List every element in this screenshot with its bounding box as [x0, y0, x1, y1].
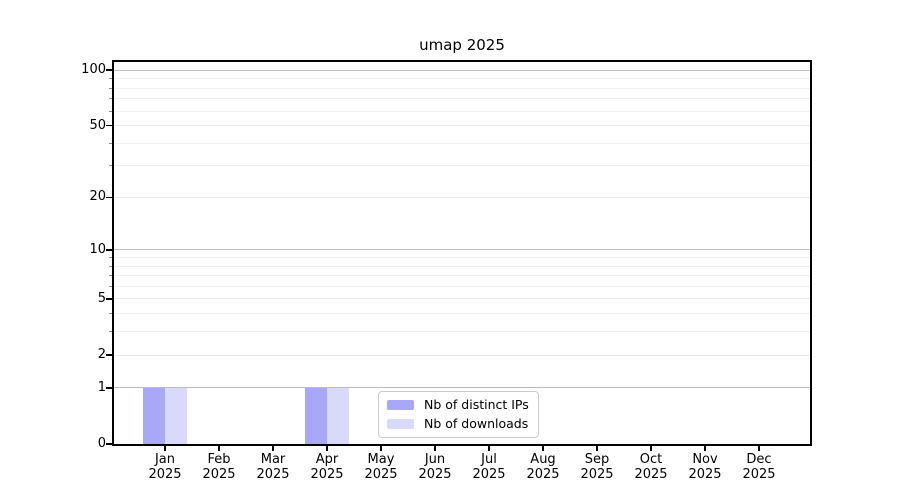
x-tick: [704, 446, 706, 451]
gridline-minor: [114, 256, 810, 258]
y-tick: [106, 124, 112, 127]
x-tick-label: Jul 2025: [472, 452, 506, 482]
y-minor-tick: [108, 256, 112, 258]
x-tick-label: Jan 2025: [148, 452, 182, 482]
y-tick: [106, 354, 112, 356]
plot-area: Nb of distinct IPs Nb of downloads: [112, 60, 812, 446]
y-tick: [106, 196, 112, 199]
y-minor-tick: [108, 98, 112, 100]
y-tick-label: 50: [89, 117, 106, 133]
y-tick-label: 5: [97, 290, 106, 306]
y-minor-tick: [108, 165, 112, 167]
bar-downloads: [327, 387, 349, 444]
y-minor-tick: [108, 285, 112, 287]
legend-label-distinct-ips: Nb of distinct IPs: [424, 397, 529, 412]
gridline-minor: [114, 78, 810, 80]
y-minor-tick: [108, 110, 112, 112]
gridline-minor: [114, 87, 810, 89]
legend-label-downloads: Nb of downloads: [424, 416, 529, 431]
gridline-minor: [114, 165, 810, 167]
gridline-major: [114, 354, 810, 356]
x-tick: [758, 446, 760, 451]
y-tick: [106, 69, 112, 71]
x-tick: [164, 446, 166, 451]
gridline-decade: [114, 387, 810, 389]
y-tick-label: 0: [97, 436, 106, 451]
y-minor-tick: [108, 331, 112, 333]
x-tick-label: Oct 2025: [634, 452, 668, 482]
gridline-minor: [114, 331, 810, 333]
y-tick: [106, 298, 112, 300]
x-tick-label: Feb 2025: [202, 452, 236, 482]
bar-distinct-ips: [143, 387, 165, 444]
legend-swatch-distinct-ips: [387, 400, 414, 410]
bar-distinct-ips: [305, 387, 327, 444]
y-tick-label: 100: [81, 62, 106, 78]
legend-item-distinct-ips: Nb of distinct IPs: [387, 397, 529, 413]
x-tick-label: Nov 2025: [688, 452, 722, 482]
x-tick: [434, 446, 436, 451]
x-tick: [488, 446, 490, 451]
gridline-minor: [114, 142, 810, 144]
legend-item-downloads: Nb of downloads: [387, 416, 529, 432]
x-tick: [326, 446, 328, 451]
y-minor-tick: [108, 265, 112, 267]
y-tick-label: 10: [89, 241, 106, 257]
x-tick-label: May 2025: [364, 452, 398, 482]
gridline-minor: [114, 275, 810, 277]
bar-downloads: [165, 387, 187, 444]
y-minor-tick: [108, 313, 112, 315]
x-tick: [542, 446, 544, 451]
gridline-decade: [114, 249, 810, 251]
y-tick: [106, 387, 112, 389]
x-tick-label: Apr 2025: [310, 452, 344, 482]
x-tick: [218, 446, 220, 451]
y-minor-tick: [108, 87, 112, 89]
x-tick-label: Dec 2025: [742, 452, 776, 482]
x-tick-label: Sep 2025: [580, 452, 614, 482]
x-tick: [650, 446, 652, 451]
gridline-minor: [114, 110, 810, 112]
y-tick-label: 20: [89, 189, 106, 205]
gridline-major: [114, 125, 810, 127]
y-minor-tick: [108, 78, 112, 80]
gridline-major: [114, 196, 810, 198]
gridline-minor: [114, 98, 810, 100]
gridline-decade: [114, 69, 810, 71]
y-minor-tick: [108, 142, 112, 144]
legend-swatch-downloads: [387, 419, 414, 429]
gridline-minor: [114, 265, 810, 267]
y-tick: [106, 443, 112, 445]
x-tick-label: Aug 2025: [526, 452, 560, 482]
gridline-major: [114, 298, 810, 300]
x-tick: [380, 446, 382, 451]
y-minor-tick: [108, 275, 112, 277]
x-tick-label: Mar 2025: [256, 452, 290, 482]
x-tick: [596, 446, 598, 451]
y-tick-label: 2: [97, 347, 106, 362]
chart-title: umap 2025: [419, 36, 505, 54]
x-tick: [272, 446, 274, 451]
legend: Nb of distinct IPs Nb of downloads: [378, 391, 539, 438]
gridline-minor: [114, 313, 810, 315]
y-tick: [106, 249, 112, 251]
y-tick-label: 1: [97, 379, 106, 395]
gridline-minor: [114, 285, 810, 287]
x-tick-label: Jun 2025: [418, 452, 452, 482]
